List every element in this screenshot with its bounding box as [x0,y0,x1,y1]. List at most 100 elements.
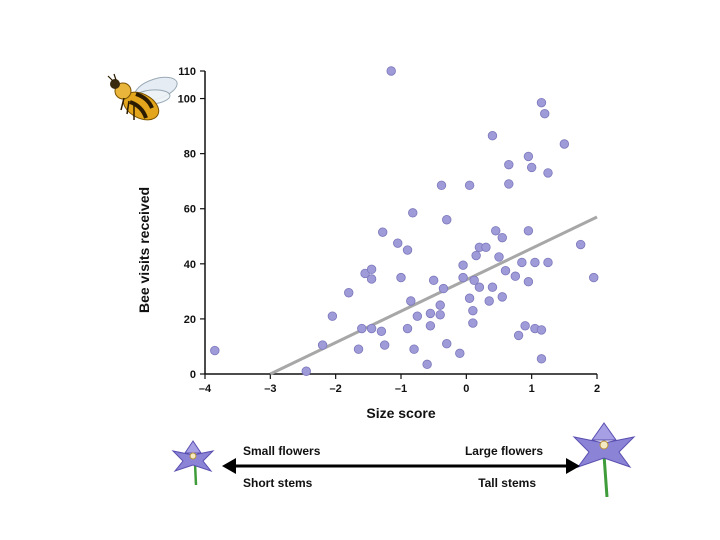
scatter-point [487,282,498,292]
y-tick-label: 40 [184,259,196,271]
scatter-point [366,264,377,275]
scatter-point [536,354,547,364]
x-axis-title: Size score [366,405,435,421]
scatter-point [425,308,436,319]
y-tick-label: 100 [178,94,196,106]
trendline [269,215,598,376]
caption-short-stems: Short stems [243,476,313,490]
scatter-point [536,97,547,108]
scatter-point [543,168,553,178]
scatter-point [378,227,388,237]
scatter-point [402,323,413,334]
y-axis-title: Bee visits received [136,187,152,313]
small-flower-icon [171,440,215,486]
scatter-point [455,348,465,359]
scatter-point [520,321,530,331]
y-tick-label: 110 [178,66,196,78]
scatter-points [210,66,599,376]
scatter-point [396,272,406,283]
caption-tall-stems: Tall stems [478,476,536,490]
y-tick-label: 80 [184,149,196,161]
scatter-point [510,271,521,281]
scatter-point [425,321,436,331]
scatter-point [575,239,586,250]
scatter-point [504,179,514,189]
scatter-point [497,292,507,302]
scatter-point [559,139,570,149]
scatter-point [497,232,507,243]
scatter-point [376,326,387,337]
scatter-point [438,283,449,294]
scatter-point [484,296,494,306]
scatter-point [523,151,534,162]
scatter-point [442,339,452,349]
scatter-point [442,215,452,225]
scatter-point [435,310,445,320]
scatter-point [468,318,478,328]
y-tick-label: 20 [184,314,196,326]
x-tick-label: 1 [529,383,535,395]
caption-large-flowers: Large flowers [465,444,543,458]
x-tick-label: –4 [199,383,212,395]
scatter-point [464,180,475,191]
scatter-point [464,293,475,303]
x-axis-ticks: –4 –3 –2 –1 0 1 2 [199,374,600,395]
scatter-point [406,296,416,306]
scatter-point [530,257,540,268]
scatter-point [366,323,377,334]
double-headed-arrow [222,458,580,474]
scatter-point [500,266,511,276]
scatter-point [494,252,504,262]
scatter-point [469,275,479,286]
x-tick-label: 2 [594,383,600,395]
y-tick-label: 60 [184,204,196,216]
x-tick-label: –1 [395,383,407,395]
scatter-point [540,108,550,119]
scatter-point [412,311,423,321]
scatter-point [408,208,418,218]
scatter-point [422,359,432,370]
scatter-point [435,300,445,310]
scatter-point [327,311,338,321]
scatter-point [210,345,220,356]
scatter-point [474,282,485,292]
scatter-point [523,226,534,236]
scatter-point [393,238,403,248]
scatter-point [409,344,419,354]
scatter-point [536,325,547,335]
bee-icon [107,73,178,121]
large-flower-icon [572,422,636,498]
scatter-point [458,272,468,283]
scatter-point [517,257,527,268]
y-tick-label: 0 [190,369,196,381]
scatter-point [428,275,439,286]
scatter-point [357,323,367,334]
scatter-point [543,257,553,268]
scatter-point [386,66,396,76]
scatter-point [344,288,354,298]
y-axis-ticks: 0 20 40 60 80 100 110 [178,66,205,381]
scatter-point [366,274,377,284]
scatter-point [379,340,390,350]
scatter-point [402,245,413,255]
x-tick-label: 0 [463,383,469,395]
scatter-point [523,277,534,287]
scatter-point [504,159,514,170]
scatter-point [589,272,599,283]
scatter-point [491,226,501,236]
scatter-point [468,305,478,316]
scatter-point [301,366,311,376]
scatter-point [481,242,491,252]
scatter-point [471,250,481,261]
scatter-point [458,260,468,270]
x-tick-label: –3 [264,383,276,395]
x-tick-label: –2 [330,383,342,395]
scatter-point [436,180,447,191]
scatter-point [353,344,364,354]
scatter-point [317,340,328,350]
scatter-point [526,162,537,173]
caption-small-flowers: Small flowers [243,444,321,458]
scatter-point [513,330,524,341]
scatter-point [487,131,498,141]
